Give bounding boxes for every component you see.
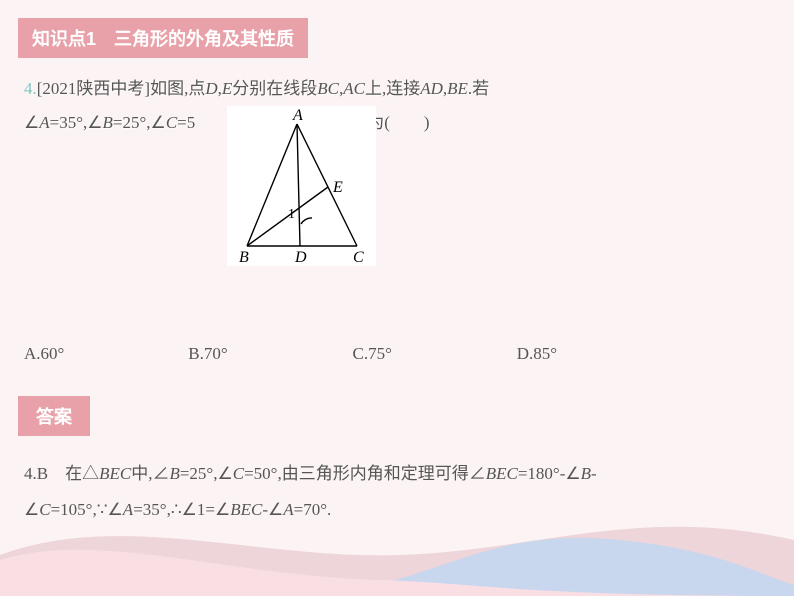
var-A: A [39,113,49,132]
answer-header-text: 答案 [36,407,72,427]
ans-v7: A [123,500,133,519]
ans-v3: C [233,464,244,483]
question-block: 4.[2021陕西中考]如图,点D,E分别在线段BC,AC上,连接AD,BE.若… [24,72,764,140]
ans-l2a: ∠ [24,500,39,519]
knowledge-point-header: 知识点1 三角形的外角及其性质 [18,18,308,58]
var-E: E [222,79,232,98]
option-A: A.60° [24,344,184,364]
options-row: A.60° B.70° C.75° D.85° [24,344,764,364]
answer-block: 4.B 在△BEC中,∠B=25°,∠C=50°,由三角形内角和定理可得∠BEC… [24,456,764,528]
header-text: 知识点1 三角形的外角及其性质 [32,29,294,49]
ans-t1: 中,∠ [131,464,169,483]
var-AC: AC [343,79,365,98]
ans-v4: BEC [486,464,518,483]
ans-t2: =25°,∠ [180,464,233,483]
answer-header: 答案 [18,396,90,436]
q-l2b: =35°,∠ [50,113,103,132]
ans-v5: B [581,464,591,483]
option-D: D.85° [517,344,677,364]
var-BE: BE [447,79,468,98]
ans-prefix: 4.B 在△ [24,464,99,483]
figure-labels: A B C D E 1 [239,107,364,266]
ans-t7: =35°,∴∠1=∠ [133,500,230,519]
label-A: A [292,107,303,124]
q-mid2: 分别在线段 [232,79,317,98]
label-1: 1 [288,207,295,222]
ans-t6: =105°,∵∠ [51,500,123,519]
option-C: C.75° [353,344,513,364]
q-mid4: 上,连接 [365,79,420,98]
q-l2c: =25°,∠ [113,113,166,132]
label-B: B [239,249,249,266]
ans-t8: -∠ [262,500,283,519]
option-B: B.70° [188,344,348,364]
ans-t4: =180°-∠ [518,464,581,483]
label-D: D [294,249,307,266]
label-E: E [332,179,343,196]
ans-v9: A [283,500,293,519]
ans-t9: =70°. [294,500,332,519]
page-root: 知识点1 三角形的外角及其性质 4.[2021陕西中考]如图,点D,E分别在线段… [0,0,794,596]
var-D: D [205,79,217,98]
label-C: C [353,249,364,266]
q-tail1: .若 [468,79,489,98]
q-text-1: 如图,点 [150,79,205,98]
var-B: B [103,113,113,132]
question-number: 4. [24,79,37,98]
q-l2d: =5 [177,113,195,132]
var-BC: BC [317,79,339,98]
ans-v1: BEC [99,464,131,483]
ans-v8: BEC [230,500,262,519]
var-AD: AD [420,79,443,98]
q-l2a: ∠ [24,113,39,132]
ans-v6: C [39,500,50,519]
ans-t5: - [591,464,597,483]
triangle-figure: A B C D E 1 [227,106,376,266]
question-source: [2021陕西中考] [37,79,150,98]
ans-v2: B [169,464,179,483]
var-C2: C [166,113,177,132]
ans-t3: =50°,由三角形内角和定理可得∠ [244,464,486,483]
